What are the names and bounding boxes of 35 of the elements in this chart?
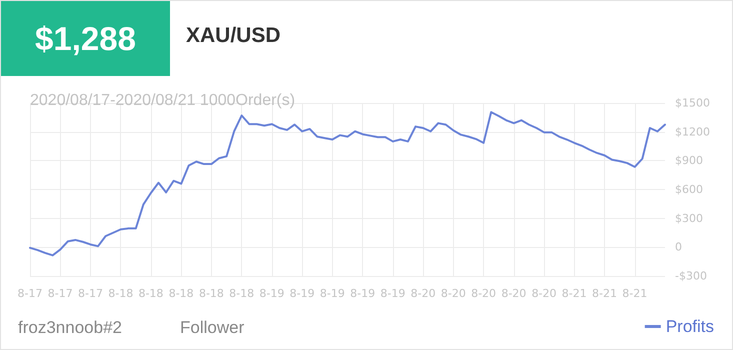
x-tick-label: 8-20: [532, 287, 557, 300]
y-tick-label: $900: [675, 154, 703, 168]
x-tick-label: 8-19: [290, 287, 315, 300]
text: $1,288: [1, 1, 170, 76]
x-tick-label: 8-18: [138, 287, 164, 300]
x-tick-label: 8-21: [622, 287, 648, 300]
y-tick-label: $300: [675, 212, 703, 225]
x-tick-label: 8-18: [108, 287, 134, 300]
text: froz3nnoob#2: [18, 318, 122, 338]
x-tick-label: 8-20: [501, 287, 526, 300]
text: Follower: [180, 318, 244, 338]
chart-title: XAU/USD: [186, 24, 281, 48]
y-tick-label: 0: [675, 240, 682, 254]
y-tick-label: $1500: [675, 96, 710, 110]
chart-subtitle: 2020/08/17-2020/08/21 1000Order(s): [30, 92, 296, 110]
line-series: [29, 111, 666, 256]
y-tick-label: -$300: [675, 270, 707, 282]
x-tick-label: 8-20: [440, 287, 466, 300]
x-tick-label: 8-21: [592, 287, 618, 300]
x-tick-label: 8-18: [229, 287, 254, 300]
y-tick-label: $600: [675, 183, 703, 196]
x-tick-label: 8-20: [471, 287, 496, 300]
x-tick-label: 8-18: [168, 287, 194, 300]
x-tick-label: 8-17: [78, 287, 103, 300]
x-tick-label: 8-21: [562, 287, 587, 300]
x-tick-label: 8-19: [320, 287, 345, 300]
x-tick-label: 8-19: [380, 287, 406, 300]
x-tick-label: 8-17: [18, 287, 42, 300]
x-tick-label: 8-19: [350, 287, 376, 300]
x-tick-label: 8-19: [259, 287, 284, 300]
x-tick-label: 8-20: [410, 287, 436, 300]
x-tick-label: 8-17: [48, 287, 73, 300]
y-tick-label: $1200: [675, 125, 710, 138]
legend-label: Profits: [666, 317, 714, 336]
x-tick-label: 8-18: [198, 287, 224, 300]
